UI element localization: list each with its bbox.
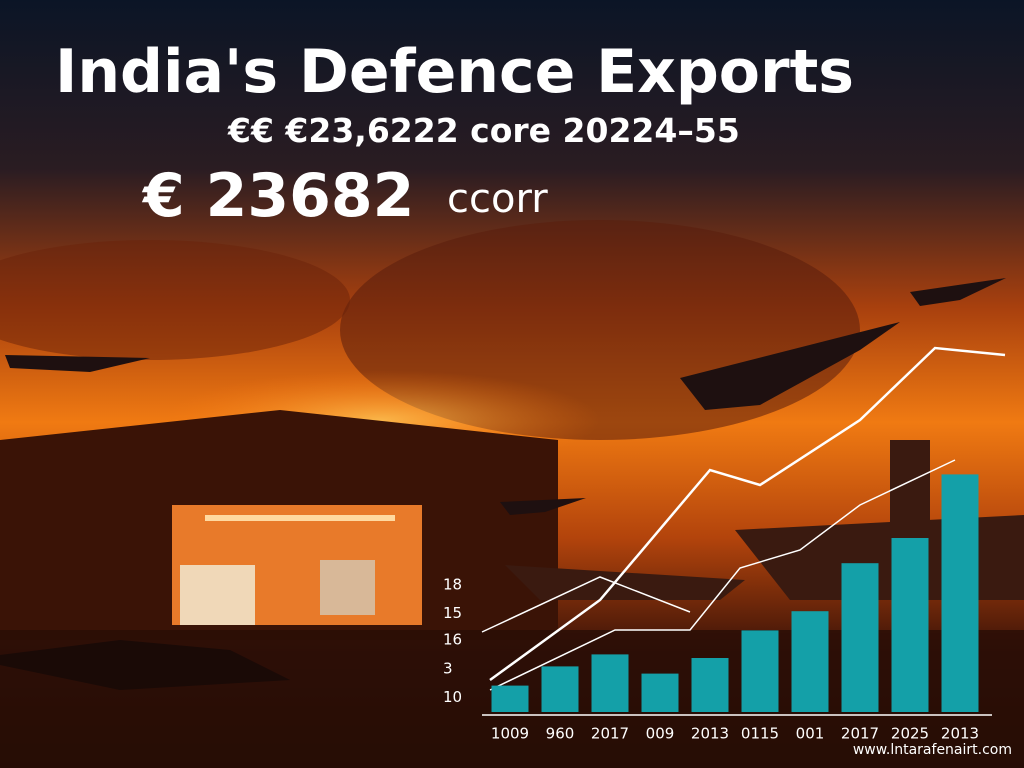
y-tick-label: 10: [443, 688, 462, 706]
y-tick-label: 18: [443, 575, 462, 593]
x-tick-label: 960: [546, 725, 575, 743]
ship-mast: [890, 440, 930, 530]
x-tick-label: 009: [646, 725, 675, 743]
jet: [500, 498, 586, 515]
trend-line: [481, 576, 691, 633]
y-tick-label: 16: [443, 631, 462, 649]
bar: [741, 630, 779, 712]
truck: [180, 565, 255, 625]
bar: [841, 563, 879, 712]
bar: [491, 685, 529, 712]
x-tick-label: 2025: [891, 725, 929, 743]
jet: [680, 322, 900, 410]
bar: [691, 658, 729, 712]
x-tick-label: 2013: [691, 725, 729, 743]
jet: [0, 640, 290, 690]
bar: [591, 654, 629, 712]
chart-subtitle: €€ €23,6222 core 20224–55: [227, 111, 740, 150]
headline-value: € 23682: [141, 161, 414, 231]
headline-unit: ccorr: [447, 176, 548, 222]
cloud: [0, 240, 350, 360]
light: [205, 515, 395, 521]
ship: [505, 565, 745, 600]
x-tick-label: 1009: [491, 725, 529, 743]
y-tick-label: 3: [443, 659, 453, 677]
truck: [320, 560, 375, 615]
bar: [941, 474, 979, 712]
jet: [5, 355, 150, 372]
bar: [891, 538, 929, 712]
x-tick-label: 2017: [591, 725, 629, 743]
x-tick-label: 0115: [741, 725, 779, 743]
bar: [541, 666, 579, 712]
trend-line: [489, 459, 956, 691]
bar: [641, 673, 679, 712]
trend-line: [489, 346, 1006, 682]
watermark: www.lntarafenairt.com: [853, 742, 1012, 758]
chart-title: India's Defence Exports: [55, 37, 854, 107]
y-tick-label: 15: [443, 604, 462, 622]
jet: [910, 278, 1006, 306]
bar: [791, 611, 829, 712]
x-tick-label: 001: [796, 725, 825, 743]
x-tick-label: 2013: [941, 725, 979, 743]
x-tick-label: 2017: [841, 725, 879, 743]
